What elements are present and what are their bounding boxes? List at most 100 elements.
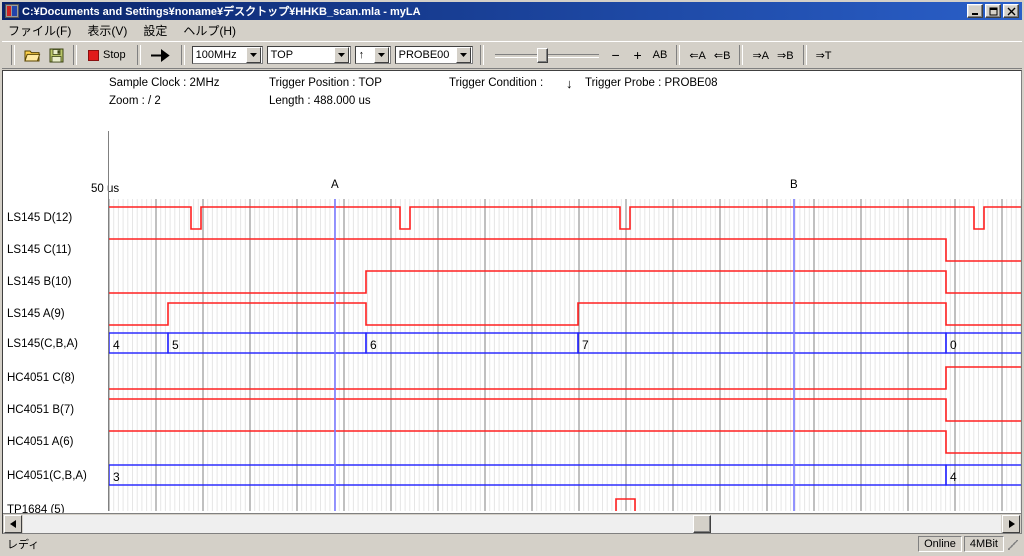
chevron-down-icon[interactable]: [245, 47, 261, 63]
waveform-hc4051-b-7: [109, 398, 1021, 422]
bus-value-hc4051-cba: 4: [950, 470, 957, 484]
waveform-client-area: Sample Clock : 2MHz Zoom : / 2 Trigger P…: [2, 70, 1022, 534]
trigger-falling-edge-icon: ↓: [566, 76, 573, 91]
waveform-hc4051-c-8: [109, 366, 1021, 390]
toolbar-separator: [73, 45, 77, 65]
sample-clock-value: 100MHz: [195, 49, 237, 61]
close-button[interactable]: [1003, 4, 1019, 18]
chevron-down-icon[interactable]: [455, 47, 471, 63]
toolbar-separator: [676, 45, 681, 65]
zoom-slider[interactable]: [494, 45, 599, 65]
scrollbar-track[interactable]: [23, 514, 1001, 533]
resize-grip-icon[interactable]: [1006, 536, 1020, 552]
waveform-ls145-a-9: [109, 302, 1021, 326]
channel-label-hc4051-c-8[interactable]: HC4051 C(8): [7, 372, 75, 384]
toolbar-separator: [180, 45, 185, 65]
channel-label-ls145-c-11[interactable]: LS145 C(11): [7, 244, 72, 256]
bus-value-hc4051-cba: 3: [113, 470, 120, 484]
bus-value-ls145-cba: 7: [582, 338, 589, 352]
trigger-condition-select[interactable]: ↑: [354, 46, 391, 64]
status-connection: Online: [918, 536, 962, 552]
stop-button-label: Stop: [103, 49, 126, 61]
info-length: Length : 488.000 us: [269, 95, 371, 107]
menu-help[interactable]: ヘルプ(H): [183, 23, 237, 38]
toolbar: Stop 100MHz TOP ↑ PROBE00: [2, 41, 1022, 69]
stop-square-icon: [88, 49, 99, 61]
run-button[interactable]: [146, 44, 176, 66]
title-bar: C:¥Documents and Settings¥noname¥デスクトップ¥…: [2, 2, 1022, 20]
toolbar-separator: [802, 45, 807, 65]
info-trigger-condition-label: Trigger Condition :: [449, 77, 544, 89]
channel-label-column: LS145 D(12) LS145 C(11) LS145 B(10) LS145 A…: [3, 199, 109, 516]
waveform-ls145-c-11: [109, 238, 1021, 262]
zoom-in-button[interactable]: +: [633, 47, 642, 63]
channel-label-hc4051-b-7[interactable]: HC4051 B(7): [7, 404, 75, 416]
stop-button[interactable]: Stop: [82, 44, 132, 66]
toolbar-separator: [739, 45, 744, 65]
maximize-button[interactable]: [985, 4, 1001, 18]
waveform-grid[interactable]: 4 5 6 7 0 3 4: [109, 199, 1021, 511]
waveform-hc4051-a-6: [109, 430, 1021, 454]
cursor-a-label: A: [331, 179, 339, 191]
status-message: レディ: [7, 539, 40, 551]
save-file-button[interactable]: [45, 44, 68, 66]
minimize-button[interactable]: [967, 4, 983, 18]
bus-segment-ls145-cba: [945, 332, 1021, 354]
channel-label-hc4051-a-6[interactable]: HC4051 A(6): [7, 436, 74, 448]
info-trigger-probe: Trigger Probe : PROBE08: [585, 77, 718, 89]
horizontal-scrollbar[interactable]: [3, 513, 1021, 533]
goto-b-right-button[interactable]: ⇒B: [777, 49, 794, 62]
channel-label-ls145-b-10[interactable]: LS145 B(10): [7, 276, 72, 288]
toolbar-separator: [11, 45, 15, 65]
goto-trigger-button[interactable]: ⇒T: [815, 49, 832, 62]
zoom-slider-thumb[interactable]: [536, 48, 548, 63]
goto-a-right-button[interactable]: ⇒A: [752, 49, 770, 62]
toolbar-separator: [136, 45, 141, 65]
bus-segment-ls145-cba: [167, 332, 367, 354]
zoom-out-button[interactable]: −: [611, 47, 620, 63]
channel-label-hc4051-cba[interactable]: HC4051(C,B,A): [7, 470, 87, 482]
trigger-probe-value: PROBE00: [398, 49, 450, 61]
trigger-position-value: TOP: [270, 49, 294, 61]
toolbar-separator: [479, 45, 484, 65]
open-file-button[interactable]: [20, 44, 45, 66]
status-bar: レディ Online 4MBit: [2, 534, 1022, 554]
bus-segment-hc4051-cba: [945, 464, 1021, 486]
waveform-ls145-b-10: [109, 270, 1021, 294]
time-scale-label: 50 us: [91, 183, 120, 195]
info-zoom: Zoom : / 2: [109, 95, 161, 107]
capture-info-header: Sample Clock : 2MHz Zoom : / 2 Trigger P…: [3, 71, 1021, 123]
chevron-down-icon[interactable]: [333, 47, 349, 63]
info-trigger-position: Trigger Position : TOP: [269, 77, 382, 89]
channel-label-ls145-a-9[interactable]: LS145 A(9): [7, 308, 65, 320]
menu-settings[interactable]: 設定: [143, 23, 168, 38]
scrollbar-thumb[interactable]: [692, 514, 711, 533]
bus-value-ls145-cba: 4: [113, 338, 120, 352]
scroll-left-button[interactable]: [4, 514, 22, 533]
trigger-condition-value: ↑: [358, 49, 365, 61]
bus-value-ls145-cba: 5: [172, 338, 179, 352]
cursor-b-label: B: [790, 179, 798, 191]
goto-b-left-button[interactable]: ⇐B: [713, 49, 731, 62]
menu-bar: ファイル(F) 表示(V) 設定 ヘルプ(H): [2, 20, 1022, 41]
trigger-probe-select[interactable]: PROBE00: [394, 46, 473, 64]
scroll-right-button[interactable]: [1002, 514, 1020, 533]
channel-label-ls145-cba[interactable]: LS145(C,B,A): [7, 338, 78, 350]
window-title: C:¥Documents and Settings¥noname¥デスクトップ¥…: [22, 6, 421, 18]
waveform-ls145-d-12: [109, 206, 1021, 230]
chevron-down-icon[interactable]: [373, 47, 389, 63]
window-controls: [967, 4, 1020, 18]
status-memory: 4MBit: [963, 536, 1004, 552]
waveform-svg: 4 5 6 7 0 3 4: [109, 199, 1021, 511]
info-sample-clock: Sample Clock : 2MHz: [109, 77, 220, 89]
ab-zoom-button[interactable]: AB: [652, 49, 668, 61]
goto-a-left-button[interactable]: ⇐A: [689, 49, 706, 62]
sample-clock-select[interactable]: 100MHz: [191, 46, 263, 64]
trigger-position-select[interactable]: TOP: [266, 46, 351, 64]
logic-analyzer-icon: [5, 4, 19, 18]
menu-view[interactable]: 表示(V): [87, 23, 128, 38]
channel-label-ls145-d-12[interactable]: LS145 D(12): [7, 212, 73, 224]
menu-file[interactable]: ファイル(F): [8, 23, 72, 38]
bus-value-ls145-cba: 6: [370, 338, 377, 352]
